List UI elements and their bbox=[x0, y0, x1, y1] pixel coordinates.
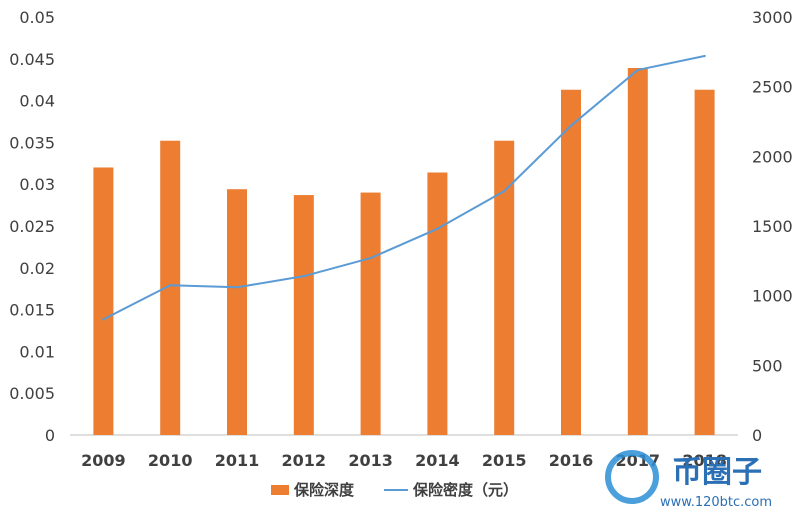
bar bbox=[360, 192, 381, 435]
x-tick-label: 2018 bbox=[682, 451, 727, 470]
x-tick-label: 2014 bbox=[415, 451, 460, 470]
x-tick-label: 2015 bbox=[482, 451, 527, 470]
y-right-tick-label: 2500 bbox=[752, 78, 793, 97]
y-left-tick-label: 0.025 bbox=[9, 217, 55, 236]
y-left-tick-label: 0.05 bbox=[19, 8, 55, 27]
chart-axes: 0 0.005 0.01 0.015 0.02 0.025 0.03 0.035 0.04 0.0… bbox=[9, 8, 793, 470]
y-left-tick-label: 0.015 bbox=[9, 301, 55, 320]
line-point bbox=[503, 189, 506, 193]
y-left-tick-label: 0.02 bbox=[19, 259, 55, 278]
y-left-tick-label: 0.045 bbox=[9, 50, 55, 69]
bar bbox=[561, 89, 581, 436]
watermark-logo-icon bbox=[605, 450, 659, 504]
x-tick-label: 2010 bbox=[148, 451, 193, 470]
x-tick-label: 2016 bbox=[549, 451, 594, 470]
legend-swatch-depth bbox=[271, 485, 289, 495]
line-point bbox=[169, 284, 172, 287]
x-tick-label: 2013 bbox=[348, 451, 393, 470]
watermark-url: www.120btc.com bbox=[660, 495, 772, 510]
y-right-tick-label: 3000 bbox=[752, 8, 793, 27]
y-left-tick-label: 0.005 bbox=[9, 384, 55, 403]
line-point bbox=[636, 68, 639, 72]
bar bbox=[93, 167, 114, 436]
bar-series bbox=[93, 67, 715, 436]
bar bbox=[293, 195, 314, 435]
y-left-tick-label: 0.035 bbox=[9, 133, 55, 152]
y-right-tick-label: 1500 bbox=[752, 217, 793, 236]
x-tick-label: 2012 bbox=[282, 451, 327, 470]
line-point bbox=[569, 124, 573, 127]
y-left-tick-label: 0.03 bbox=[19, 175, 55, 194]
line-point bbox=[369, 256, 372, 260]
y-right-tick-label: 2000 bbox=[752, 147, 793, 166]
y-left-tick-label: 0.01 bbox=[19, 342, 55, 361]
line-point bbox=[703, 54, 706, 58]
bar bbox=[494, 140, 515, 435]
legend-label-density: 保险密度（元） bbox=[412, 481, 518, 499]
watermark: 币圈子 www.120btc.com bbox=[605, 450, 772, 510]
y-right-tick-label: 0 bbox=[752, 426, 762, 445]
bar bbox=[627, 67, 648, 435]
y-left-tick-label: 0 bbox=[45, 426, 55, 445]
y-right-tick-label: 1000 bbox=[752, 287, 793, 306]
x-tick-label: 2011 bbox=[215, 451, 260, 470]
line-point bbox=[102, 318, 105, 321]
line-series bbox=[102, 54, 706, 321]
line-point bbox=[436, 227, 439, 230]
bar bbox=[694, 89, 715, 436]
bar bbox=[227, 189, 247, 435]
watermark-brand: 币圈子 bbox=[672, 455, 762, 490]
bar bbox=[427, 172, 448, 435]
bar bbox=[160, 140, 181, 435]
y-left-tick-label: 0.04 bbox=[19, 92, 55, 111]
line-point bbox=[235, 286, 239, 289]
line-path bbox=[102, 55, 705, 321]
legend-label-depth: 保险深度 bbox=[293, 481, 355, 499]
legend: 保险深度 保险密度（元） bbox=[271, 481, 518, 499]
y-right-tick-label: 500 bbox=[752, 356, 783, 375]
x-tick-label: 2009 bbox=[81, 451, 126, 470]
line-point bbox=[302, 274, 305, 278]
